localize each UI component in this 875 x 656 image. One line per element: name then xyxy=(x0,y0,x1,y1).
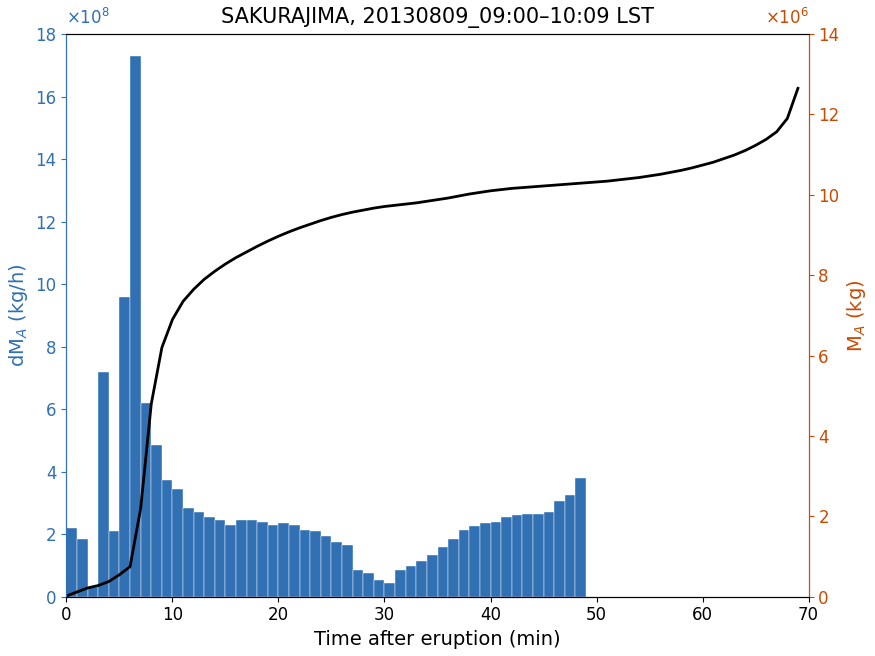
Bar xyxy=(501,517,512,597)
Bar xyxy=(321,536,332,597)
Bar xyxy=(183,508,193,597)
Bar xyxy=(491,522,501,597)
Bar xyxy=(204,517,215,597)
Bar xyxy=(438,546,448,597)
Bar xyxy=(533,514,543,597)
Bar xyxy=(480,523,491,597)
Title: SAKURAJIMA, 20130809_09:00–10:09 LST: SAKURAJIMA, 20130809_09:00–10:09 LST xyxy=(221,7,654,28)
Bar xyxy=(396,570,406,597)
Bar xyxy=(236,520,247,597)
Bar xyxy=(66,528,77,597)
Bar xyxy=(226,525,236,597)
Bar xyxy=(406,565,416,597)
Bar xyxy=(151,445,162,597)
Bar xyxy=(384,583,396,597)
Bar xyxy=(162,480,172,597)
Bar xyxy=(88,587,98,597)
Bar xyxy=(458,529,469,597)
Bar xyxy=(247,520,257,597)
Bar xyxy=(512,516,522,597)
Bar xyxy=(332,542,342,597)
Y-axis label: dM$_A$ (kg/h): dM$_A$ (kg/h) xyxy=(7,264,30,367)
Bar xyxy=(300,529,311,597)
X-axis label: Time after eruption (min): Time after eruption (min) xyxy=(314,630,561,649)
Bar xyxy=(353,570,363,597)
Bar xyxy=(469,526,480,597)
Bar xyxy=(543,512,554,597)
Bar xyxy=(311,531,321,597)
Bar xyxy=(416,561,427,597)
Bar xyxy=(374,580,384,597)
Bar xyxy=(289,525,300,597)
Bar xyxy=(77,539,88,597)
Bar xyxy=(120,297,130,597)
Bar xyxy=(427,554,438,597)
Bar xyxy=(342,545,353,597)
Text: $\times10^8$: $\times10^8$ xyxy=(66,9,110,28)
Bar xyxy=(257,522,268,597)
Bar xyxy=(554,501,564,597)
Bar xyxy=(278,523,289,597)
Bar xyxy=(215,520,226,597)
Bar xyxy=(130,56,141,597)
Bar xyxy=(522,514,533,597)
Bar xyxy=(98,372,108,597)
Bar xyxy=(448,539,458,597)
Bar xyxy=(172,489,183,597)
Text: $\times10^6$: $\times10^6$ xyxy=(765,9,808,28)
Bar xyxy=(363,573,374,597)
Bar xyxy=(141,403,151,597)
Bar xyxy=(108,531,120,597)
Bar xyxy=(193,512,204,597)
Bar xyxy=(564,495,575,597)
Bar xyxy=(575,478,586,597)
Bar xyxy=(268,525,278,597)
Y-axis label: M$_A$ (kg): M$_A$ (kg) xyxy=(845,279,868,352)
